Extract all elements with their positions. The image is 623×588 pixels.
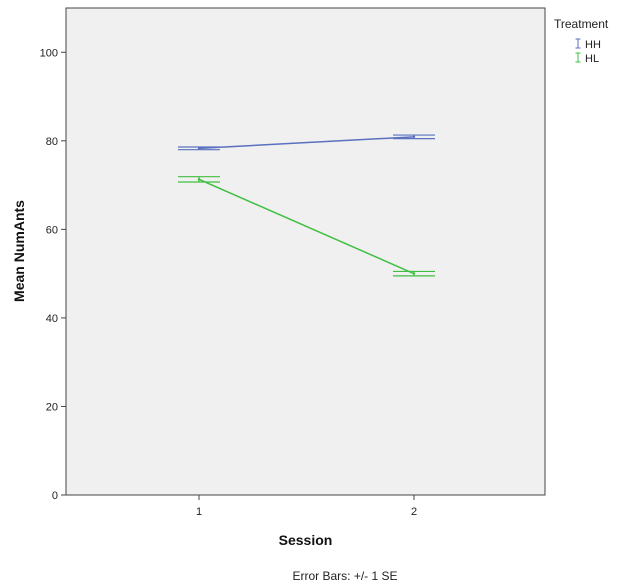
error-bar-icon xyxy=(575,52,581,63)
series-hh xyxy=(178,134,435,151)
error-bar-hl xyxy=(393,270,435,277)
footnote: Error Bars: +/- 1 SE xyxy=(292,569,397,583)
legend-title: Treatment xyxy=(554,17,609,31)
plot-area xyxy=(65,7,546,496)
y-tick-label: 60 xyxy=(46,224,58,236)
x-tick-label: 1 xyxy=(196,506,202,518)
error-bar-icon xyxy=(575,38,581,49)
x-tick-label: 2 xyxy=(411,506,417,518)
data-point xyxy=(412,272,416,275)
data-point xyxy=(197,178,201,181)
y-axis-title: Mean NumAnts xyxy=(11,200,27,302)
legend-item-hh: HH xyxy=(575,38,601,51)
data-point xyxy=(197,147,201,150)
y-tick-label: 20 xyxy=(46,401,58,413)
legend-items: HH HL xyxy=(575,38,601,65)
series-layer xyxy=(178,134,435,277)
y-tick-label: 100 xyxy=(40,47,58,59)
y-axis: 0 20 40 60 80 100 xyxy=(40,47,66,502)
y-tick-label: 40 xyxy=(46,313,58,325)
legend-item-hl: HL xyxy=(575,52,599,65)
legend-label: HH xyxy=(585,39,601,51)
data-point xyxy=(412,135,416,139)
series-hl xyxy=(178,176,435,277)
y-tick-label: 80 xyxy=(46,136,58,148)
error-bar-hh xyxy=(178,146,220,151)
series-line-hl xyxy=(198,178,415,275)
y-tick-label: 0 xyxy=(52,490,58,502)
legend: Treatment HH HL xyxy=(554,17,609,65)
legend-label: HL xyxy=(585,53,599,65)
error-bar-hh xyxy=(393,134,435,140)
series-line-hh xyxy=(198,136,415,150)
error-bar-hl xyxy=(178,176,220,183)
x-axis-title: Session xyxy=(279,532,333,548)
